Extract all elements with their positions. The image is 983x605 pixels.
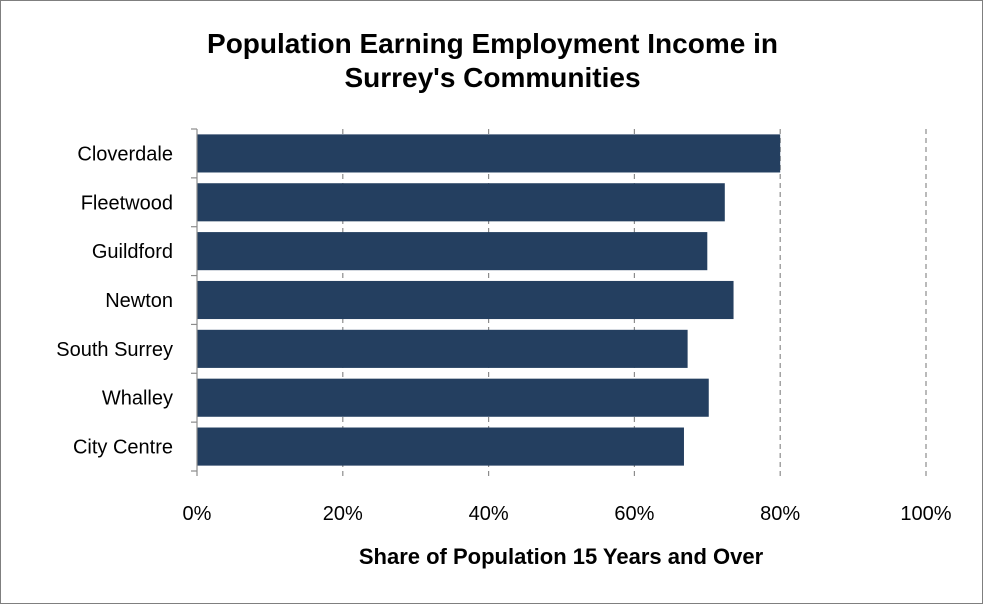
bar <box>197 134 781 173</box>
bar <box>197 378 709 417</box>
category-label: Cloverdale <box>77 143 173 165</box>
category-label: Newton <box>105 290 173 312</box>
category-label: City Centre <box>73 437 173 459</box>
chart-title-line-2: Surrey's Communities <box>344 62 641 93</box>
bar <box>197 183 725 222</box>
x-tick-label: 40% <box>469 503 509 525</box>
bar <box>197 232 708 271</box>
category-label: South Surrey <box>56 339 173 361</box>
axes <box>191 128 927 476</box>
category-label: Whalley <box>102 388 173 410</box>
x-tick-label: 20% <box>323 503 363 525</box>
bars <box>197 134 781 466</box>
x-tick-label: 0% <box>183 503 212 525</box>
chart-title-line-1: Population Earning Employment Income in <box>207 28 778 59</box>
bar <box>197 280 734 320</box>
x-tick-label: 60% <box>614 503 654 525</box>
chart-title: Population Earning Employment Income in … <box>1 27 983 95</box>
category-label: Guildford <box>92 241 173 263</box>
x-axis-title: Share of Population 15 Years and Over <box>359 544 764 569</box>
bar <box>197 427 684 466</box>
labels: Cloverdale Fleetwood Guildford Newton South … <box>56 143 952 525</box>
x-tick-label: 100% <box>900 503 951 525</box>
category-label: Fleetwood <box>81 192 173 214</box>
x-tick-label: 80% <box>760 503 800 525</box>
bar <box>197 329 688 368</box>
